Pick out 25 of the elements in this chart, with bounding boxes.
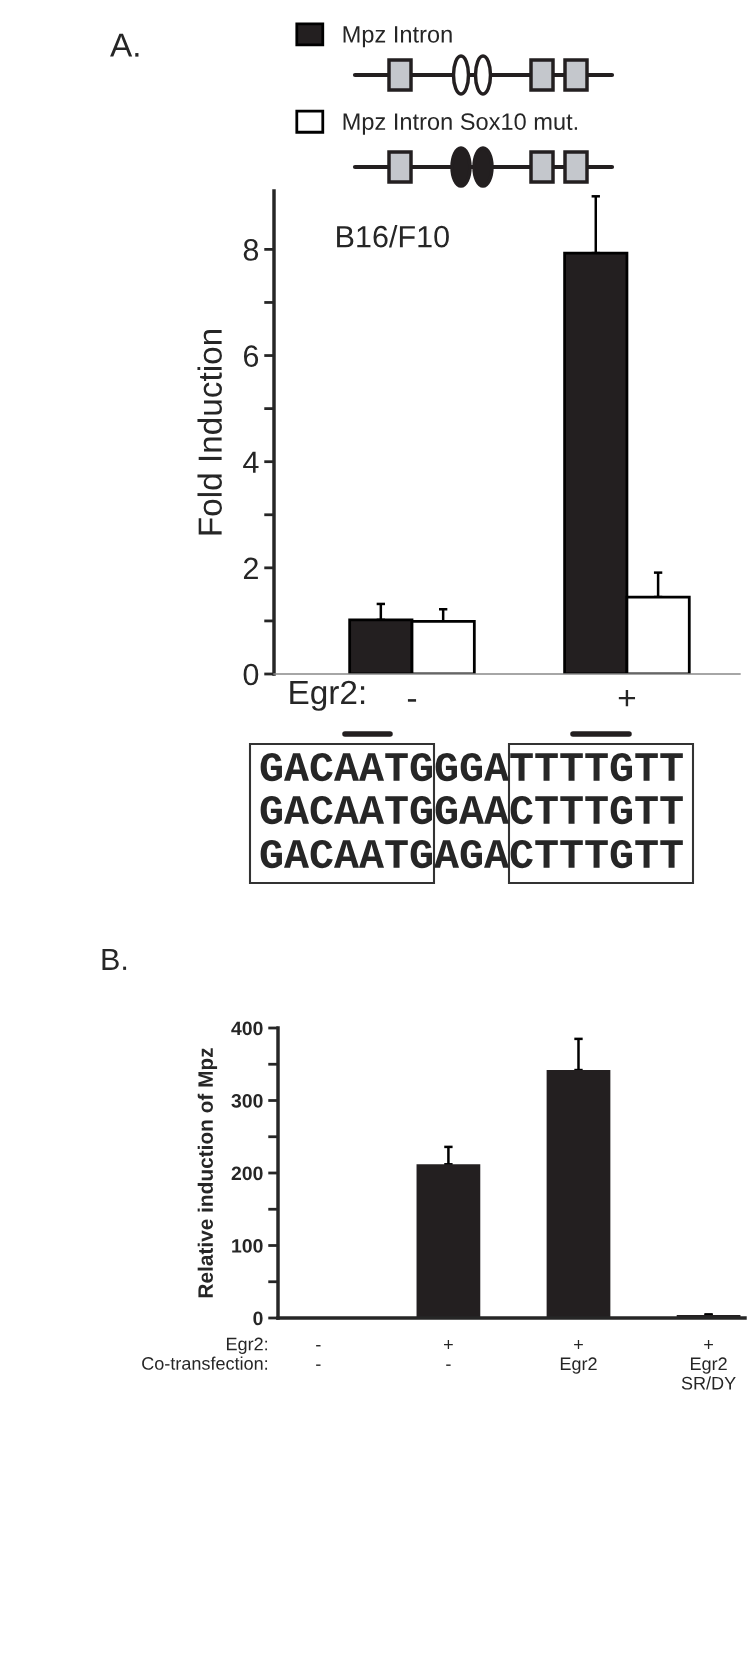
x-tick-label: + Egr2 SR/DY [681, 1340, 736, 1390]
y-tick-label: 400 [231, 1021, 263, 1036]
chart-title: A. [110, 33, 139, 57]
x-axis-title: Egr2: Co-transfection: [142, 1337, 268, 1370]
y-tick-label: 8 [243, 239, 259, 261]
x-tick-label: - - [316, 1345, 321, 1366]
y-axis-title: Relative induction of Mpz [197, 1048, 218, 1298]
chart-title: B. [102, 948, 127, 970]
legend-label: Mpz Intron Sox10 mut. [343, 113, 578, 135]
x-tick-label: + - [444, 1340, 453, 1366]
x-tick-label: - [407, 699, 417, 702]
y-tick-label: 2 [243, 557, 258, 579]
y-tick-label: 0 [253, 1311, 263, 1326]
x-tick-label: + Egr2 [560, 1340, 597, 1374]
x-axis-title: Egr2: [290, 680, 365, 711]
y-tick-label: 6 [243, 345, 259, 367]
annotation: B16/F10 [337, 225, 449, 248]
y-axis-title: Fold Induction [197, 329, 222, 535]
legend-label: Mpz Intron [343, 26, 452, 48]
y-tick-label: 300 [231, 1093, 263, 1108]
y-tick-label: 4 [243, 451, 259, 473]
y-tick-label: 200 [231, 1166, 263, 1181]
y-tick-label: 100 [232, 1238, 263, 1253]
y-tick-label: 0 [243, 663, 259, 686]
x-tick-label: + [618, 690, 636, 707]
